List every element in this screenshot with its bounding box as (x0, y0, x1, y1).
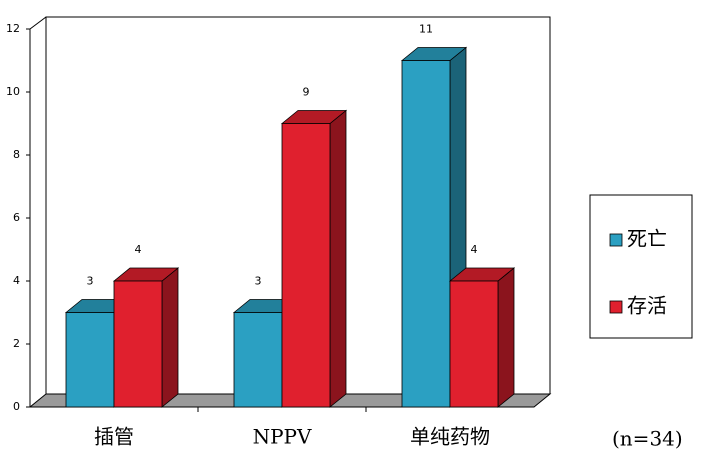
y-tick-label: 6 (13, 211, 20, 224)
annotation: (n=34) (612, 427, 683, 451)
bar-side (497, 267, 515, 408)
bar (401, 60, 451, 408)
bar (65, 312, 115, 408)
y-tick-label: 2 (13, 337, 20, 350)
y-tick-label: 4 (13, 274, 20, 287)
legend-swatch (609, 233, 623, 247)
bar-side (329, 109, 347, 408)
bar-side (161, 267, 179, 408)
value-label: 11 (419, 23, 433, 36)
y-tick-label: 0 (13, 400, 20, 413)
value-label: 9 (303, 86, 310, 99)
legend-swatch (609, 300, 623, 314)
wall-edge (29, 16, 47, 30)
value-label: 4 (471, 243, 478, 256)
legend-box (589, 194, 693, 339)
value-label: 3 (87, 275, 94, 288)
x-tick-label: 单纯药物 (410, 425, 490, 449)
legend-label: 存活 (627, 294, 667, 318)
y-tick-label: 8 (13, 148, 20, 161)
x-tick-label: NPPV (253, 425, 312, 449)
bar (113, 280, 163, 408)
bar (233, 312, 283, 408)
value-label: 4 (135, 243, 142, 256)
value-label: 3 (255, 275, 262, 288)
bar (449, 280, 499, 408)
y-tick-label: 10 (6, 85, 20, 98)
y-tick-label: 12 (6, 22, 20, 35)
back-wall (45, 16, 551, 394)
bar (281, 123, 331, 408)
legend-label: 死亡 (627, 227, 667, 251)
x-tick-label: 插管 (94, 425, 134, 449)
